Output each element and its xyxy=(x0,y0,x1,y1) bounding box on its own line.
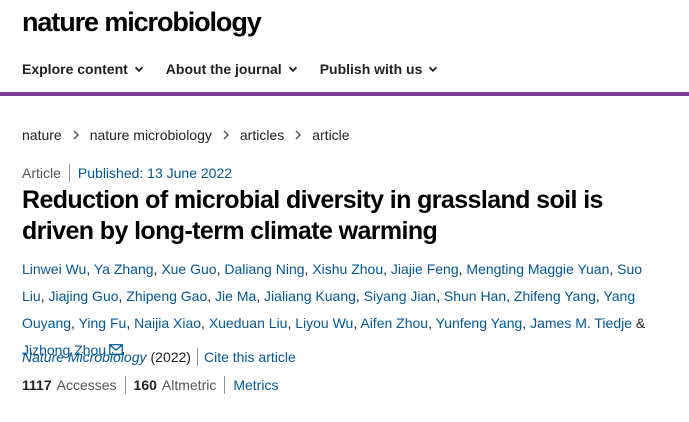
journal-row: Nature Microbiology (2022) Cite this art… xyxy=(0,347,689,367)
breadcrumb-nature-microbiology[interactable]: nature microbiology xyxy=(89,127,212,143)
article-title: Reduction of microbial diversity in gras… xyxy=(22,186,603,245)
corresponding-author-link[interactable]: Jizhong Zhou xyxy=(22,342,107,358)
author-link[interactable]: Siyang Jian xyxy=(363,288,437,304)
chevron-down-icon xyxy=(134,64,144,74)
published-date: Published: 13 June 2022 xyxy=(77,164,233,181)
accesses-label: Accesses xyxy=(56,377,117,393)
chevron-right-icon xyxy=(294,130,302,140)
author-link[interactable]: Ya Zhang xyxy=(93,261,154,277)
nav-label: Explore content xyxy=(22,60,128,77)
nav-explore-content[interactable]: Explore content xyxy=(22,61,144,77)
chevron-right-icon xyxy=(72,130,80,140)
nav-publish-with-us[interactable]: Publish with us xyxy=(320,61,439,77)
author-link[interactable]: Zhipeng Gao xyxy=(126,288,208,304)
nav-label: Publish with us xyxy=(319,60,423,77)
publication-year: (2022) xyxy=(150,349,191,365)
author-link[interactable]: Xue Guo xyxy=(161,261,217,277)
accesses-count: 1117 xyxy=(22,377,52,393)
author-link[interactable]: Zhifeng Yang xyxy=(513,288,596,304)
chevron-down-icon xyxy=(288,64,298,74)
chevron-right-icon xyxy=(222,130,230,140)
author-link[interactable]: Xishu Zhou xyxy=(312,261,384,277)
author-link[interactable]: Yang Ouyang xyxy=(22,288,636,331)
author-link[interactable]: Linwei Wu xyxy=(22,261,87,277)
author-link[interactable]: Naijia Xiao xyxy=(134,315,202,331)
author-link[interactable]: Suo Liu xyxy=(22,261,643,304)
author-link[interactable]: Shun Han xyxy=(443,288,507,304)
author-link[interactable]: Daliang Ning xyxy=(224,261,305,277)
journal-link[interactable]: Nature Microbiology xyxy=(22,349,147,365)
divider xyxy=(124,376,126,394)
divider xyxy=(196,348,198,366)
nav-label: About the journal xyxy=(165,60,282,77)
nav-about-the-journal[interactable]: About the journal xyxy=(166,61,298,77)
author-link[interactable]: Jiajing Guo xyxy=(48,288,119,304)
breadcrumb: nature nature microbiology articles arti… xyxy=(0,96,689,152)
article-type: Article xyxy=(22,164,61,181)
author-list: Linwei Wu, Ya Zhang, Xue Guo, Daliang Ni… xyxy=(22,261,646,358)
main-nav: Explore content About the journal Publis… xyxy=(0,45,689,96)
altmetric-label: Altmetric xyxy=(161,377,217,393)
metrics-row: 1117 Accesses 160 Altmetric Metrics xyxy=(0,375,689,395)
breadcrumb-articles[interactable]: articles xyxy=(239,127,285,143)
article-meta: Article Published: 13 June 2022 xyxy=(0,152,689,182)
author-link[interactable]: Ying Fu xyxy=(78,315,127,331)
altmetric-count: 160 xyxy=(133,377,157,393)
divider xyxy=(68,163,70,182)
breadcrumb-article: article xyxy=(312,127,350,143)
author-link[interactable]: Aifen Zhou xyxy=(360,315,429,331)
metrics-link[interactable]: Metrics xyxy=(233,377,279,393)
breadcrumb-nature[interactable]: nature xyxy=(22,127,62,143)
author-link[interactable]: Jie Ma xyxy=(215,288,257,304)
author-link[interactable]: Jialiang Kuang xyxy=(264,288,356,304)
masthead: nature microbiology xyxy=(0,0,689,45)
author-link[interactable]: Xueduan Liu xyxy=(208,315,288,331)
cite-this-article-link[interactable]: Cite this article xyxy=(203,349,296,365)
author-link[interactable]: Jiajie Feng xyxy=(390,261,459,277)
author-link[interactable]: Mengting Maggie Yuan xyxy=(466,261,610,277)
author-link[interactable]: Yunfeng Yang xyxy=(435,315,523,331)
author-link[interactable]: Liyou Wu xyxy=(295,315,354,331)
divider xyxy=(224,376,226,394)
author-link[interactable]: James M. Tiedje xyxy=(530,315,633,331)
chevron-down-icon xyxy=(428,64,438,74)
journal-logo[interactable]: nature microbiology xyxy=(22,7,262,37)
mail-icon[interactable] xyxy=(109,344,123,355)
